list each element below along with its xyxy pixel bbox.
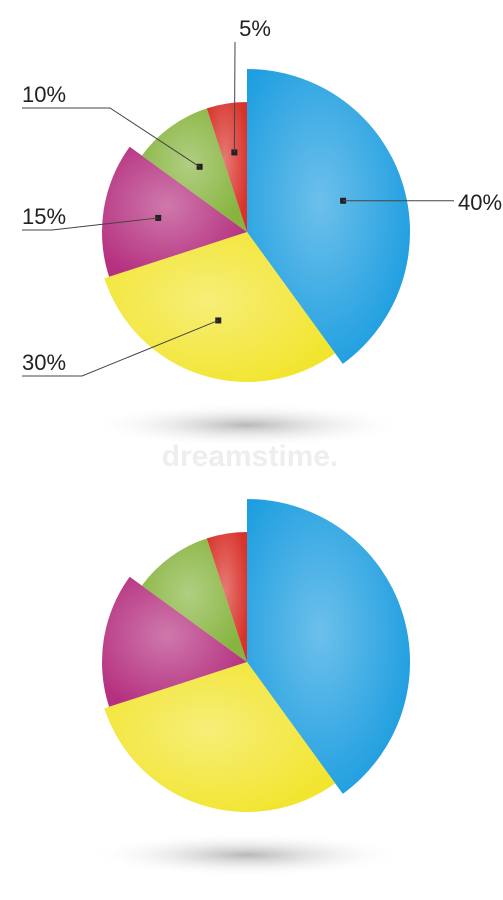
shadow	[87, 833, 407, 877]
leader-line	[22, 107, 200, 168]
data-label: 10%	[22, 82, 66, 107]
data-label: 15%	[22, 204, 66, 229]
slice-shine	[206, 532, 247, 662]
slice-shine	[104, 662, 336, 812]
leader-line	[233, 41, 236, 153]
data-label: 30%	[22, 350, 66, 375]
slice-shine	[102, 146, 247, 277]
slice-shine	[206, 102, 247, 232]
data-label: 5%	[239, 16, 271, 41]
slice-shine	[247, 69, 410, 364]
watermark: dreamstime.	[162, 440, 339, 473]
data-label: 40%	[458, 190, 502, 215]
shadow	[87, 403, 407, 447]
leader-line	[22, 217, 159, 231]
slice-shine	[104, 232, 336, 382]
slice-shine	[247, 499, 410, 794]
slice-shine	[102, 576, 247, 707]
slice-shine	[141, 538, 247, 662]
slice-shine	[141, 108, 247, 232]
leader-line	[22, 319, 219, 377]
